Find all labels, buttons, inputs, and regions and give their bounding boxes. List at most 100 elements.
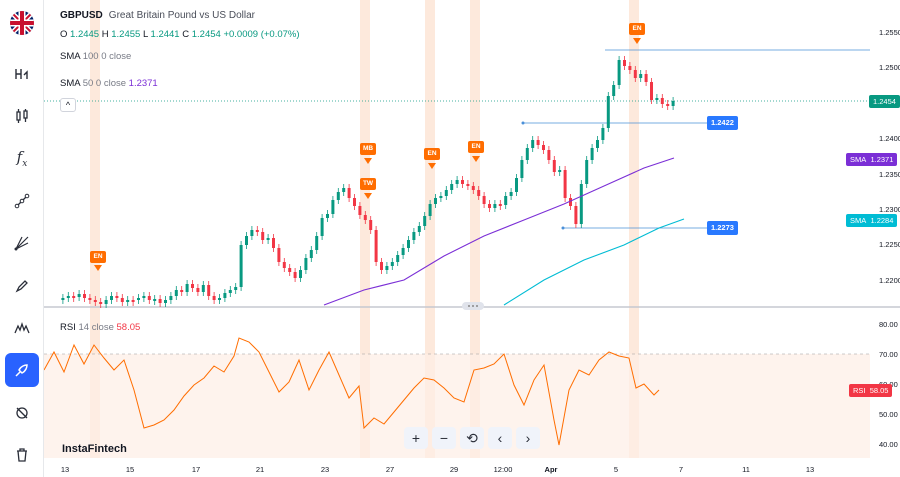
event-badge[interactable]: TW [360,178,376,190]
zoom-in-button[interactable]: + [404,427,428,449]
candle-body [131,300,135,302]
candle-body [547,150,551,160]
event-band [90,0,100,458]
candle-body [266,238,270,240]
event-badge[interactable]: EN [90,251,106,263]
event-badge[interactable]: EN [468,141,484,153]
drawing-icon[interactable] [5,353,39,387]
date-tick: 13 [805,465,815,474]
zoom-out-button[interactable]: − [432,427,456,449]
rsi-tick: 80.00 [879,320,898,329]
low-level-tag[interactable]: 1.2273 [707,221,738,235]
fib-icon[interactable] [5,226,39,260]
price-tick: 1.2500 [879,63,900,72]
candle-body [412,232,416,240]
chart-area[interactable]: GBPUSD Great Britain Pound vs US Dollar O… [44,0,900,477]
candle-body [434,198,437,204]
candle-body [277,248,281,262]
uk-flag-icon[interactable] [10,11,34,35]
candle-body [536,140,540,145]
rsi-overbought-zone [44,354,870,458]
sma50-tag-value: 1.2371 [870,155,894,164]
sma100-tag-label: SMA [850,216,867,225]
scroll-left-button[interactable]: ‹ [488,427,512,449]
date-tick: 13 [60,465,70,474]
candle-body [644,74,648,82]
candle-body [137,298,140,300]
candle-body [423,216,427,226]
date-tick: 27 [385,465,395,474]
candle-body [347,188,351,198]
candle-body [552,160,556,172]
candle-body [288,268,292,272]
candle-body [142,296,146,298]
candle-body [126,300,130,302]
event-arrow-icon [472,156,480,162]
event-arrow-icon [428,163,436,169]
event-badge[interactable]: MB [360,143,376,155]
rsi-tag-value: 58.05 [869,386,889,395]
candle-body [444,190,448,196]
open-label: O [60,29,68,40]
price-tick: 1.2350 [879,170,900,179]
candle-body [380,262,383,270]
event-badge[interactable]: EN [424,148,440,160]
candle-body [569,198,572,206]
candles-icon[interactable] [5,99,39,133]
event-badge[interactable]: EN [629,23,645,35]
reset-view-button[interactable]: ⟲ [460,427,484,449]
candle-body [417,226,421,232]
price-tick: 1.2250 [879,240,900,249]
sma50-legend[interactable]: SMA 50 0 close 1.2371 [60,78,158,89]
close-label: C [182,29,190,40]
date-tick: 15 [125,465,135,474]
candle-body [623,60,626,66]
trash-icon[interactable] [5,438,39,472]
event-band [425,0,435,458]
candle-body [542,145,545,150]
candle-body [104,300,108,304]
collapse-legend-button[interactable]: ^ [60,98,76,112]
candle-body [390,262,394,266]
candle-body [563,170,567,198]
candle-body [466,184,470,186]
candle-body [309,250,313,258]
sma50-tag: SMA 1.2371 [846,153,898,166]
event-arrow-icon [364,158,372,164]
candle-body [461,180,464,184]
scroll-right-button[interactable]: › [516,427,540,449]
brush-icon[interactable] [5,269,39,303]
candle-body [320,218,324,236]
candle-body [174,290,178,296]
candle-body [601,128,605,140]
high-level-tag[interactable]: 1.2422 [707,116,738,130]
candle-body [191,284,194,288]
pane-resize-handle[interactable] [462,302,484,310]
indicator-h-icon[interactable] [5,57,39,91]
candle-body [590,148,594,160]
candle-body [385,266,389,270]
candle-body [574,206,578,224]
sma100-params: 100 0 close [82,51,132,62]
candle-body [520,160,524,178]
candle-body [358,206,362,215]
candle-body [509,192,513,196]
sma50-tag-label: SMA [850,155,867,164]
candle-body [77,294,81,297]
chart-canvas[interactable] [44,0,900,477]
candle-body [498,204,502,206]
candle-body [115,296,119,298]
pattern-icon[interactable] [5,311,39,345]
function-icon[interactable]: fx [16,147,28,169]
sma100-legend[interactable]: SMA 100 0 close [60,51,131,62]
eye-off-icon[interactable] [5,396,39,430]
candle-body [234,287,238,290]
date-tick: 5 [613,465,619,474]
rsi-legend[interactable]: RSI 14 close 58.05 [60,322,140,333]
candle-body [671,101,675,106]
candle-body [272,238,275,248]
trendline-icon[interactable] [5,184,39,218]
candle-body [180,290,184,292]
date-tick: 23 [320,465,330,474]
candle-body [212,296,216,300]
